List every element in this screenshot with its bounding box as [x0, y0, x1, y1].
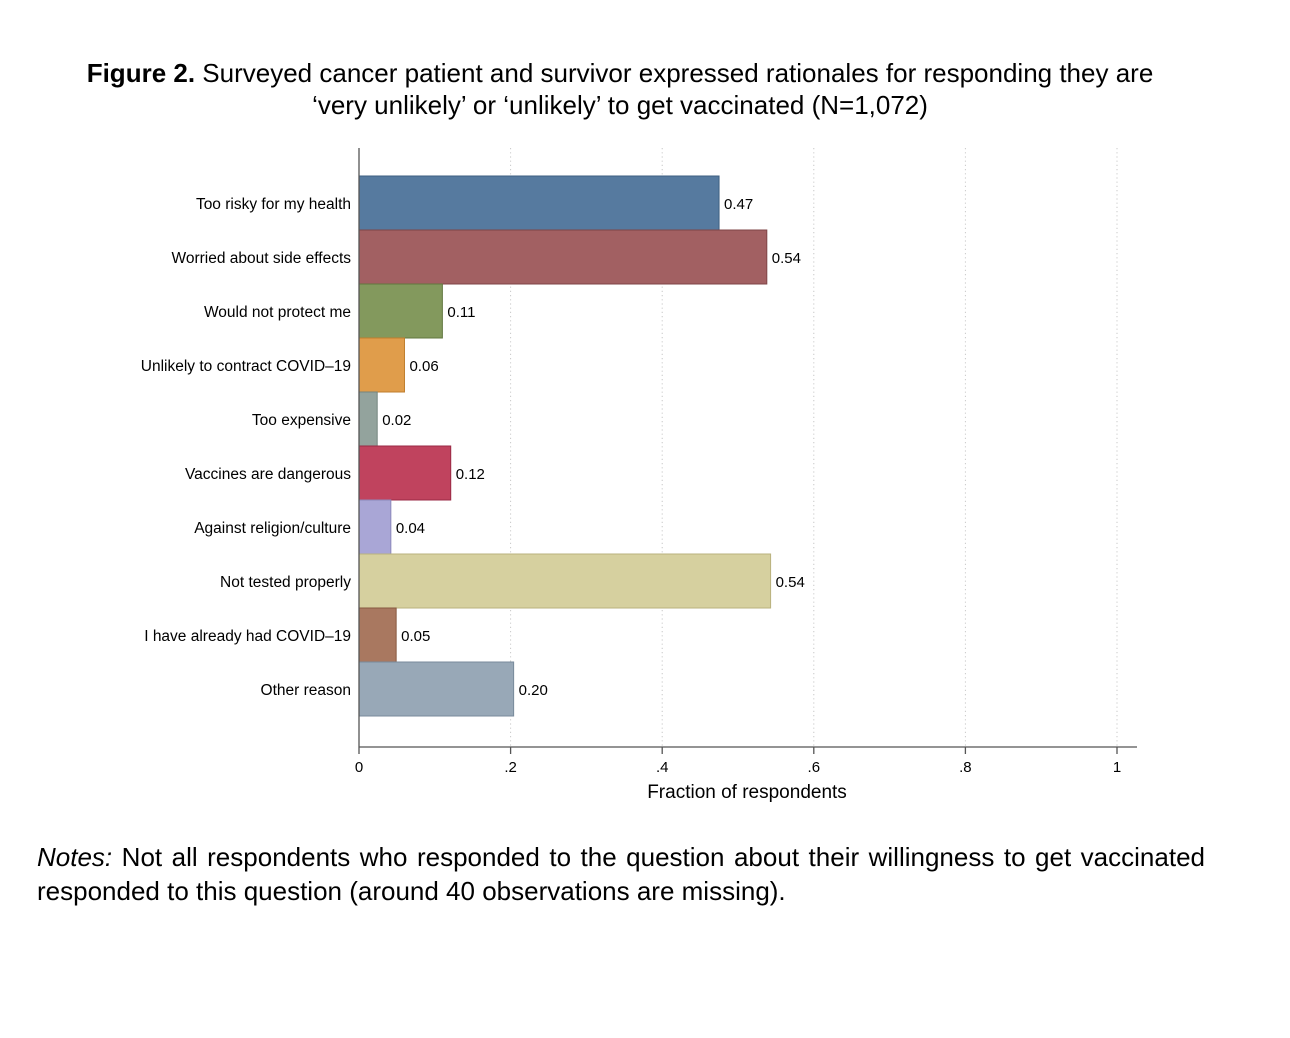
bar	[358, 607, 397, 663]
bar	[358, 661, 515, 717]
figure-title-line2: ‘very unlikely’ or ‘unlikely’ to get vac…	[312, 90, 928, 120]
data-label: 0.11	[447, 304, 475, 321]
bar	[358, 175, 720, 231]
category-label: Too risky for my health	[196, 196, 351, 213]
x-axis-ticks: 0 .2 .4 .6 .8 1	[355, 747, 1121, 776]
x-axis-title: Fraction of respondents	[647, 782, 847, 803]
bar	[358, 553, 772, 609]
bars	[358, 175, 772, 717]
data-label: 0.20	[519, 682, 548, 699]
notes-label: Notes:	[37, 842, 113, 872]
figure-title-text: Surveyed cancer patient and survivor exp…	[202, 58, 1154, 88]
bar	[358, 445, 452, 501]
category-label: Worried about side effects	[172, 250, 352, 267]
figure-title-line1: Figure 2. Surveyed cancer patient and su…	[0, 57, 1240, 89]
x-tick-label: .2	[504, 759, 517, 776]
category-label: Vaccines are dangerous	[185, 466, 351, 483]
x-tick-label: .4	[656, 759, 669, 776]
data-label: 0.47	[724, 196, 753, 213]
notes-text: Not all respondents who responded to the…	[37, 842, 1205, 906]
axes	[358, 148, 1137, 748]
data-label: 0.12	[456, 466, 485, 483]
x-tick-label: .8	[959, 759, 972, 776]
category-label: Other reason	[261, 682, 351, 699]
data-label: 0.02	[382, 412, 411, 429]
category-labels: Too risky for my health Worried about sid…	[141, 196, 351, 699]
x-tick-label: 0	[355, 759, 363, 776]
figure-label: Figure 2.	[86, 58, 196, 88]
category-label: Would not protect me	[204, 304, 351, 321]
category-label: Too expensive	[252, 412, 351, 429]
bar	[358, 283, 443, 339]
bar	[358, 337, 405, 393]
data-label: 0.06	[409, 358, 438, 375]
bar	[358, 391, 378, 447]
data-label: 0.54	[776, 574, 805, 591]
bar	[358, 499, 392, 555]
category-label: Not tested properly	[220, 574, 351, 591]
category-label: Against religion/culture	[194, 520, 351, 537]
x-tick-label: .6	[808, 759, 821, 776]
data-label: 0.54	[772, 250, 801, 267]
notes: Notes: Not all respondents who responded…	[37, 840, 1205, 908]
data-label: 0.04	[396, 520, 425, 537]
category-label: Unlikely to contract COVID–19	[141, 358, 351, 375]
data-labels: 0.47 0.54 0.11 0.06 0.02 0.12 0.04 0.54 0.05 0.20	[382, 196, 805, 699]
category-label: I have already had COVID–19	[144, 628, 351, 645]
x-tick-label: 1	[1113, 759, 1121, 776]
figure-title: Figure 2. Surveyed cancer patient and su…	[0, 57, 1240, 121]
bar	[358, 229, 768, 285]
bar-chart: Too risky for my health Worried about sid…	[141, 148, 1137, 803]
data-label: 0.05	[401, 628, 430, 645]
